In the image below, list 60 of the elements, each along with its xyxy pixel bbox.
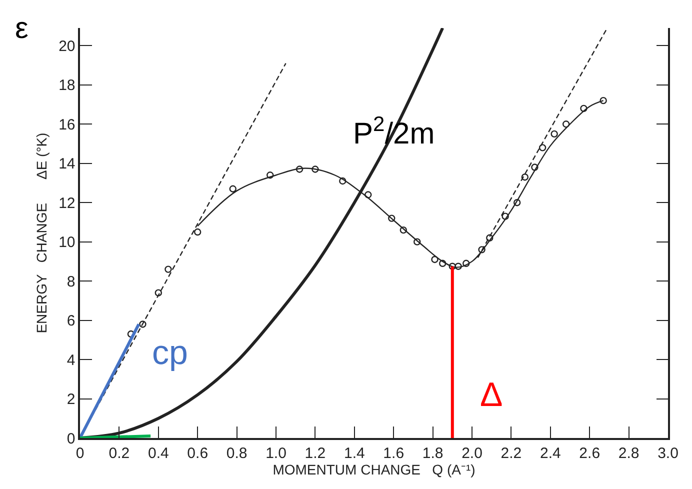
point bbox=[400, 226, 407, 234]
point bbox=[312, 166, 319, 173]
point bbox=[448, 262, 456, 270]
y-tick-label: 10 bbox=[58, 234, 76, 252]
y-tick-label: 14 bbox=[58, 156, 76, 173]
point bbox=[486, 234, 494, 242]
text: ε bbox=[15, 12, 28, 45]
point bbox=[414, 238, 421, 246]
point bbox=[531, 164, 538, 171]
point bbox=[502, 212, 509, 220]
point bbox=[139, 320, 146, 328]
y-axis-title: ENERGY CHANGE ΔE (°K) bbox=[34, 132, 50, 334]
x-tick-label: 2.6 bbox=[579, 444, 600, 462]
x-tick-label: 0.2 bbox=[108, 444, 130, 462]
point bbox=[364, 191, 372, 198]
point bbox=[538, 144, 546, 152]
x-tick-label: 0.4 bbox=[148, 444, 169, 462]
point bbox=[296, 166, 304, 173]
x-tick-label: 1.8 bbox=[422, 444, 444, 462]
y-tick-label: 20 bbox=[58, 38, 76, 55]
y-tick-label: 6 bbox=[66, 312, 76, 330]
x-tick-label: 1.4 bbox=[344, 444, 365, 462]
y-tick-label: 8 bbox=[66, 273, 76, 290]
point bbox=[550, 130, 558, 138]
point bbox=[462, 260, 470, 268]
x-tick-label: 2.2 bbox=[500, 444, 522, 462]
point bbox=[521, 173, 529, 181]
x-tick-label: 2.8 bbox=[618, 444, 640, 462]
point bbox=[478, 246, 486, 254]
point bbox=[439, 260, 446, 268]
point bbox=[266, 172, 274, 179]
series-label: Δ bbox=[480, 376, 503, 414]
point bbox=[154, 289, 162, 296]
y-tick-label: 16 bbox=[58, 116, 76, 134]
x-axis-title: MOMENTUM CHANGE Q (A⁻¹) bbox=[272, 462, 476, 478]
x-tick-label: 1.0 bbox=[266, 444, 286, 462]
point bbox=[388, 214, 396, 222]
y-tick-label: 4 bbox=[66, 352, 76, 369]
point bbox=[513, 198, 521, 206]
point bbox=[229, 185, 236, 192]
x-tick-label: 2.4 bbox=[540, 444, 561, 462]
point bbox=[580, 104, 588, 112]
point bbox=[562, 120, 570, 128]
point bbox=[454, 262, 462, 270]
series-label: cp bbox=[152, 334, 188, 372]
x-tick-label: 1.6 bbox=[383, 444, 404, 462]
x-tick-label: 3.0 bbox=[658, 444, 678, 462]
point bbox=[431, 256, 438, 264]
y-tick-label: 0 bbox=[66, 430, 76, 448]
point bbox=[339, 177, 346, 185]
x-tick-label: 0.6 bbox=[187, 444, 208, 462]
x-tick-label: 1.2 bbox=[304, 444, 326, 462]
y-tick-label: 12 bbox=[58, 194, 76, 212]
point bbox=[600, 96, 607, 104]
point bbox=[194, 228, 202, 236]
y-tick-label: 2 bbox=[66, 391, 76, 408]
y-tick-label: 18 bbox=[58, 77, 76, 94]
x-tick-label: 2.0 bbox=[462, 444, 482, 462]
point bbox=[164, 266, 172, 273]
x-tick-label: 0.8 bbox=[226, 444, 248, 462]
